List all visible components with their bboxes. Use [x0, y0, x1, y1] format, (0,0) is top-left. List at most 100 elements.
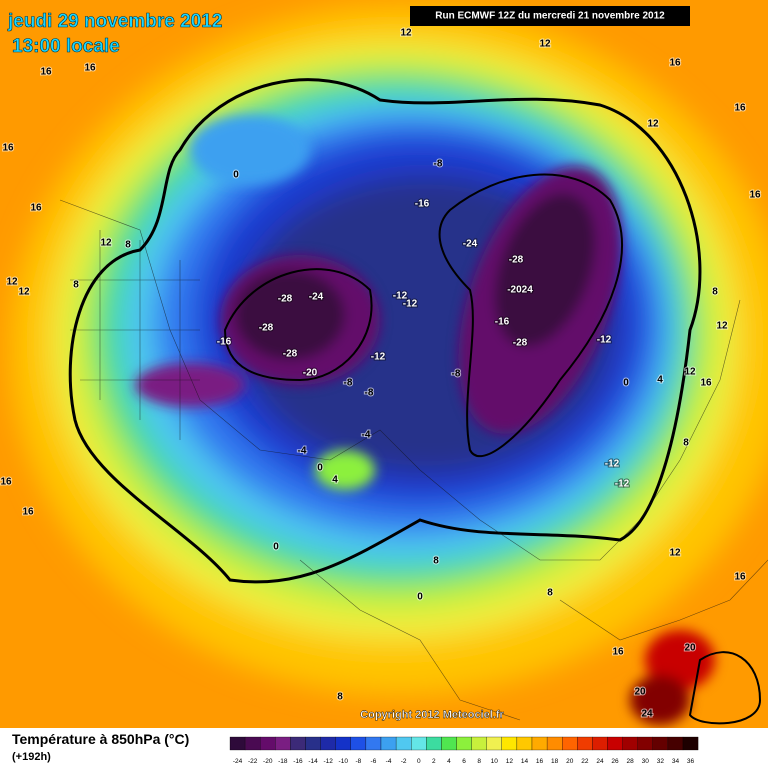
isotherm-label: 16	[734, 103, 746, 114]
isotherm-label: -16	[495, 317, 510, 328]
isotherm-label: -12	[371, 352, 386, 363]
colorbar-swatch	[229, 736, 246, 751]
colorbar-label: 28	[627, 758, 635, 765]
isotherm-label: -28	[513, 338, 528, 349]
isotherm-label: -4	[298, 446, 307, 457]
isotherm-label: 16	[700, 378, 712, 389]
isotherm-label: 12	[684, 367, 696, 378]
colorbar-label: -16	[293, 758, 303, 765]
colorbar-swatch	[652, 736, 669, 751]
isotherm-label: 8	[712, 287, 718, 298]
isotherm-label: 4	[332, 475, 338, 486]
isotherm-label: 12	[18, 287, 30, 298]
isotherm-label: 12	[539, 39, 551, 50]
colorbar-label: 22	[581, 758, 589, 765]
isotherm-label: -12	[597, 335, 612, 346]
isotherm-label: -24	[463, 239, 478, 250]
colorbar-label: -4	[386, 758, 392, 765]
colorbar-swatch	[365, 736, 382, 751]
isotherm-label: -28	[278, 294, 293, 305]
colorbar-label: 34	[672, 758, 680, 765]
colorbar-label: 16	[536, 758, 544, 765]
colorbar-swatch	[244, 736, 261, 751]
colorbar-swatch	[426, 736, 442, 751]
colorbar-swatch	[350, 736, 367, 751]
colorbar-swatch	[320, 736, 336, 751]
colorbar-swatch	[275, 736, 291, 751]
colorbar-label: 32	[657, 758, 665, 765]
isotherm-label: -24	[309, 292, 324, 303]
isotherm-label: -12	[615, 479, 630, 490]
colorbar-label: -8	[355, 758, 361, 765]
colorbar-swatch	[682, 736, 699, 751]
isotherm-label: 20	[634, 687, 646, 698]
isotherm-label: 16	[40, 67, 52, 78]
legend-title: Température à 850hPa (°C)	[12, 731, 189, 747]
colorbar-label: 12	[506, 758, 514, 765]
colorbar-swatch	[562, 736, 578, 751]
isotherm-label: -28	[509, 255, 524, 266]
colorbar-label: -12	[323, 758, 333, 765]
isotherm-label: 16	[669, 58, 681, 69]
colorbar-label: -6	[371, 758, 377, 765]
colorbar-label: 30	[642, 758, 650, 765]
copyright: Copyright 2012 Meteociel.fr	[360, 709, 504, 721]
colorbar-label: -24	[233, 758, 243, 765]
isotherm-label: 16	[749, 190, 761, 201]
isotherm-label: -12	[605, 459, 620, 470]
isotherm-label: 8	[125, 240, 131, 251]
colorbar-swatch	[667, 736, 684, 751]
colorbar-label: 24	[596, 758, 604, 765]
colorbar-label: 8	[477, 758, 481, 765]
colorbar-swatch	[592, 736, 608, 751]
isotherm-label: 8	[433, 556, 439, 567]
isotherm-label: 16	[84, 63, 96, 74]
colorbar-label: 20	[566, 758, 574, 765]
colorbar-label: 2	[432, 758, 436, 765]
isotherm-label: 12	[100, 238, 112, 249]
map-field	[0, 0, 768, 728]
isotherm-label: -20	[303, 368, 318, 379]
coastlines	[59, 199, 768, 721]
colorbar-swatch	[546, 736, 563, 751]
colorbar-swatch	[637, 736, 653, 751]
isotherm-label: 12	[716, 321, 728, 332]
colorbar-swatch	[441, 736, 457, 751]
isotherm-label: -12	[393, 291, 408, 302]
colorbar-swatch	[471, 736, 487, 751]
isotherm-label: -4	[362, 430, 371, 441]
isotherm-label: 16	[22, 507, 34, 518]
colorbar-label: 6	[462, 758, 466, 765]
colorbar-swatch	[290, 736, 306, 751]
isotherm-label: 8	[547, 588, 553, 599]
isotherm-label: 8	[337, 692, 343, 703]
colorbar-swatch	[305, 736, 321, 751]
colorbar-label: 4	[447, 758, 451, 765]
forecast-time: 13:00 locale	[12, 36, 120, 57]
isotherm-label: 0	[317, 463, 323, 474]
isotherm-label: 16	[734, 572, 746, 583]
forecast-date: jeudi 29 novembre 2012	[7, 11, 222, 32]
isotherm-label: -16	[217, 337, 232, 348]
isotherm-label: 12	[669, 548, 681, 559]
colorbar-label: -18	[278, 758, 288, 765]
isotherm-label: 4	[657, 375, 663, 386]
colorbar-label: 26	[611, 758, 619, 765]
colorbar-swatch	[486, 736, 502, 751]
isotherm-label: -16	[415, 199, 430, 210]
isotherm-label: -28	[283, 349, 298, 360]
isotherm-label: 8	[683, 438, 689, 449]
colorbar-swatch	[531, 736, 548, 751]
colorbar-swatch	[395, 736, 412, 751]
isotherm-label: 16	[612, 647, 624, 658]
isotherm-label: -8	[365, 388, 374, 399]
isotherm-label: -2024	[507, 285, 533, 296]
legend-subtitle: (+192h)	[12, 751, 51, 763]
colorbar-label: 18	[551, 758, 559, 765]
isotherm-label: 12	[6, 277, 18, 288]
colorbar-label: -22	[248, 758, 258, 765]
colorbar-label: -2	[401, 758, 407, 765]
